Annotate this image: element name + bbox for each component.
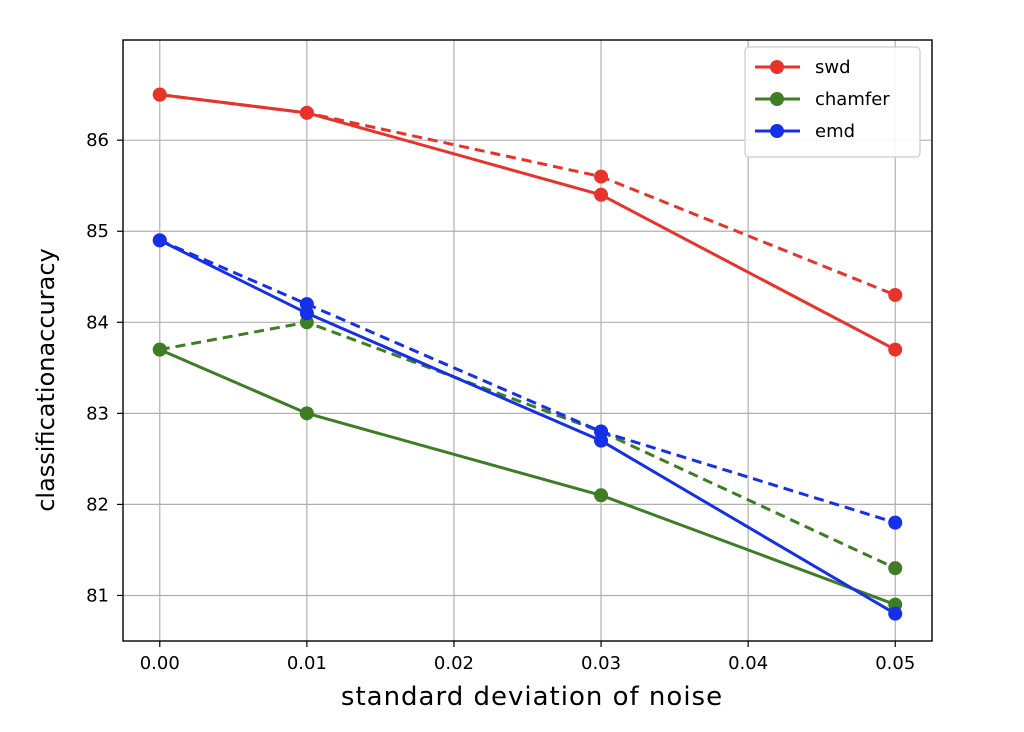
- data-point: [152, 342, 167, 357]
- y-tick-label: 81: [86, 585, 109, 606]
- y-tick-label: 86: [86, 130, 109, 151]
- legend: swd chamfer emd: [744, 46, 921, 158]
- y-tick-label: 83: [86, 403, 109, 424]
- x-tick-label: 0.03: [581, 653, 621, 674]
- series-line: [159, 320, 896, 570]
- legend-item-chamfer: chamfer: [755, 89, 890, 110]
- legend-item-emd: emd: [755, 121, 855, 142]
- y-tick-label: 84: [86, 312, 109, 333]
- x-tick-label: 0.01: [287, 653, 327, 674]
- y-axis-label: classificationaccuracy: [32, 248, 60, 512]
- y-axis-ticks: 81 82 83 84 85 86: [86, 130, 123, 606]
- series-line: [159, 238, 896, 615]
- series-dashed-5: [152, 233, 903, 530]
- y-tick-label: 82: [86, 494, 109, 515]
- x-tick-label: 0.00: [140, 653, 180, 674]
- data-point: [594, 187, 609, 202]
- data-point: [594, 169, 609, 184]
- data-point: [888, 515, 903, 530]
- legend-marker: [770, 124, 784, 138]
- data-point: [888, 606, 903, 621]
- legend-item-swd: swd: [755, 57, 851, 78]
- series-line: [159, 238, 896, 525]
- data-point: [299, 406, 314, 421]
- series-swd: [152, 87, 903, 357]
- x-axis-ticks: 0.00 0.01 0.02 0.03 0.04 0.05: [140, 641, 915, 674]
- series-emd: [152, 233, 903, 621]
- legend-marker: [770, 92, 784, 106]
- series-dashed-4: [152, 315, 903, 576]
- legend-marker: [770, 60, 784, 74]
- series-line: [159, 348, 896, 606]
- series-line: [159, 93, 896, 351]
- data-point: [152, 233, 167, 248]
- data-point: [299, 306, 314, 321]
- data-point: [888, 287, 903, 302]
- y-tick-label: 85: [86, 221, 109, 242]
- legend-label: swd: [815, 57, 851, 78]
- x-tick-label: 0.04: [728, 653, 768, 674]
- legend-label: chamfer: [815, 89, 890, 110]
- plot-frame: [122, 39, 933, 642]
- data-point: [299, 105, 314, 120]
- data-point: [594, 433, 609, 448]
- data-point: [888, 342, 903, 357]
- series-layer: [152, 87, 903, 621]
- x-axis-label: standard deviation of noise: [341, 682, 723, 712]
- series-chamfer: [152, 342, 903, 612]
- legend-label: emd: [815, 121, 855, 142]
- data-point: [152, 87, 167, 102]
- data-point: [594, 488, 609, 503]
- data-point: [888, 561, 903, 576]
- x-tick-label: 0.05: [875, 653, 915, 674]
- x-tick-label: 0.02: [434, 653, 474, 674]
